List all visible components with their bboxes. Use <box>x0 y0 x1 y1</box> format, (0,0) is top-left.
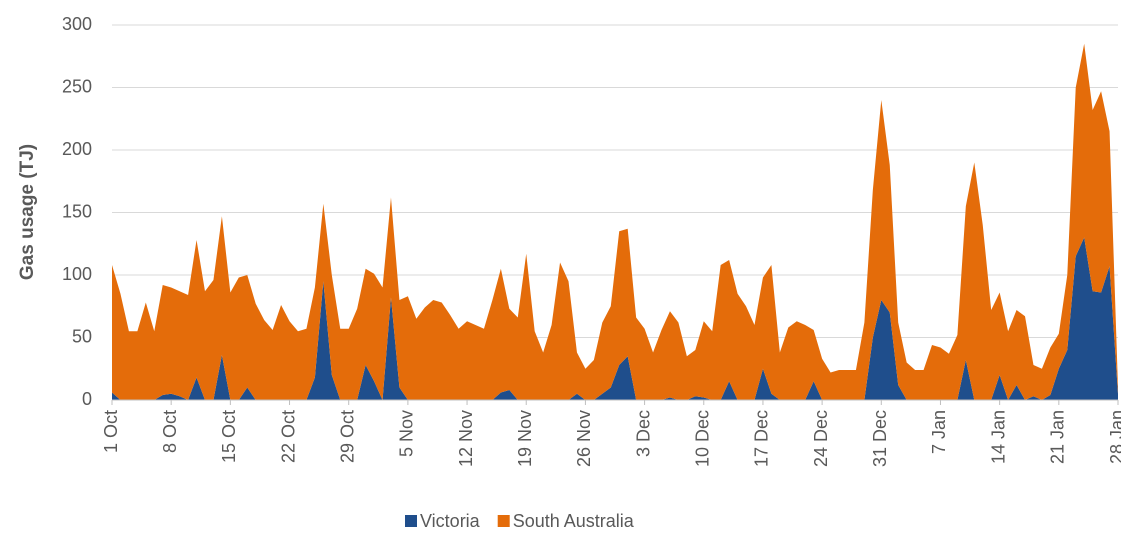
x-tick-label: 3 Dec <box>633 410 653 457</box>
area <box>112 43 1118 400</box>
x-tick-label: 12 Nov <box>456 410 476 467</box>
y-tick-label: 300 <box>62 14 92 34</box>
legend-label: South Australia <box>513 511 635 531</box>
x-tick-label: 1 Oct <box>101 410 121 453</box>
y-axis-title: Gas usage (TJ) <box>17 144 38 280</box>
y-tick-label: 100 <box>62 264 92 284</box>
x-tick-label: 29 Oct <box>337 410 357 463</box>
x-tick-label: 21 Jan <box>1048 410 1068 464</box>
legend-label: Victoria <box>420 511 481 531</box>
x-tick-label: 15 Oct <box>219 410 239 463</box>
x-tick-label: 22 Oct <box>278 410 298 463</box>
x-tick-label: 26 Nov <box>574 410 594 467</box>
y-tick-label: 50 <box>72 326 92 346</box>
y-tick-label: 250 <box>62 76 92 96</box>
x-tick-label: 24 Dec <box>811 410 831 467</box>
legend-swatch <box>497 515 510 527</box>
x-tick-label: 19 Nov <box>515 410 535 467</box>
x-tick-label: 31 Dec <box>870 410 890 467</box>
x-tick-label: 10 Dec <box>693 410 713 467</box>
y-tick-label: 0 <box>82 389 92 409</box>
y-tick-label: 150 <box>62 201 92 221</box>
y-tick-label: 200 <box>62 139 92 159</box>
x-tick-label: 8 Oct <box>160 410 180 453</box>
x-tick-label: 7 Jan <box>929 410 949 454</box>
x-tick-label: 17 Dec <box>752 410 772 467</box>
legend-swatch <box>405 515 417 527</box>
x-tick-label: 14 Jan <box>988 410 1008 464</box>
x-tick-label: 5 Nov <box>397 410 417 457</box>
x-tick-label: 28 Jan <box>1107 410 1121 464</box>
